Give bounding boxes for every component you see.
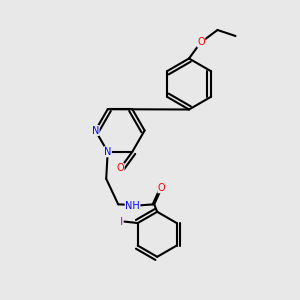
- Text: N: N: [104, 147, 111, 157]
- Text: O: O: [197, 37, 205, 47]
- Text: O: O: [116, 163, 124, 173]
- Text: O: O: [158, 183, 166, 193]
- Text: I: I: [120, 217, 123, 226]
- Text: NH: NH: [125, 201, 140, 211]
- Text: N: N: [92, 125, 99, 136]
